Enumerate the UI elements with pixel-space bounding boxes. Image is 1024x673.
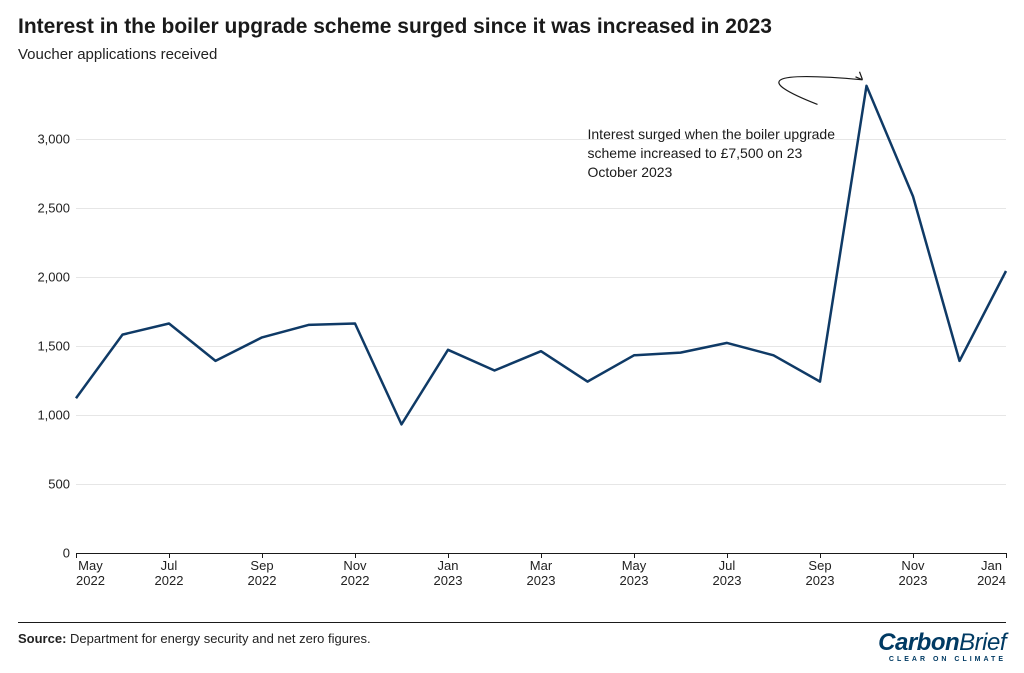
y-tick-label: 1,000: [37, 408, 76, 423]
chart-footer: Source: Department for energy security a…: [18, 622, 1006, 663]
source-text: Department for energy security and net z…: [70, 631, 371, 646]
y-tick-label: 2,500: [37, 200, 76, 215]
x-tick-label: Sep2022: [248, 553, 277, 589]
x-tick-label: Jan2023: [434, 553, 463, 589]
y-tick-label: 0: [63, 546, 76, 561]
brand-name: CarbonBrief: [878, 631, 1006, 655]
annotation-arrowhead: [856, 72, 863, 80]
y-tick-label: 3,000: [37, 131, 76, 146]
y-tick-label: 2,000: [37, 269, 76, 284]
x-tick-label: Mar2023: [527, 553, 556, 589]
brand-tagline: CLEAR ON CLIMATE: [878, 656, 1006, 663]
x-tick-label: Jul2023: [713, 553, 742, 589]
x-tick: [1006, 553, 1007, 558]
annotation-arrow: [779, 77, 863, 105]
annotation-text: Interest surged when the boiler upgrade …: [588, 125, 838, 182]
x-tick-label: Sep2023: [806, 553, 835, 589]
brand-logo: CarbonBrief CLEAR ON CLIMATE: [878, 631, 1006, 663]
x-tick-label: May2023: [620, 553, 649, 589]
chart-container: Interest in the boiler upgrade scheme su…: [0, 0, 1024, 673]
line-svg: [76, 83, 1006, 553]
source-label: Source:: [18, 631, 66, 646]
x-tick-label: Nov2022: [341, 553, 370, 589]
x-tick-label: May2022: [76, 553, 105, 589]
y-tick-label: 1,500: [37, 338, 76, 353]
x-tick-label: Nov2023: [899, 553, 928, 589]
data-line: [76, 86, 1006, 425]
line-chart: 05001,0001,5002,0002,5003,000May2022Jul2…: [18, 83, 1006, 553]
chart-subtitle: Voucher applications received: [18, 46, 1006, 63]
source-line: Source: Department for energy security a…: [18, 631, 371, 646]
chart-title: Interest in the boiler upgrade scheme su…: [18, 14, 1006, 40]
y-tick-label: 500: [48, 477, 76, 492]
x-tick-label: Jul2022: [155, 553, 184, 589]
plot-area: 05001,0001,5002,0002,5003,000May2022Jul2…: [76, 83, 1006, 553]
x-tick-label: Jan2024: [977, 553, 1006, 589]
